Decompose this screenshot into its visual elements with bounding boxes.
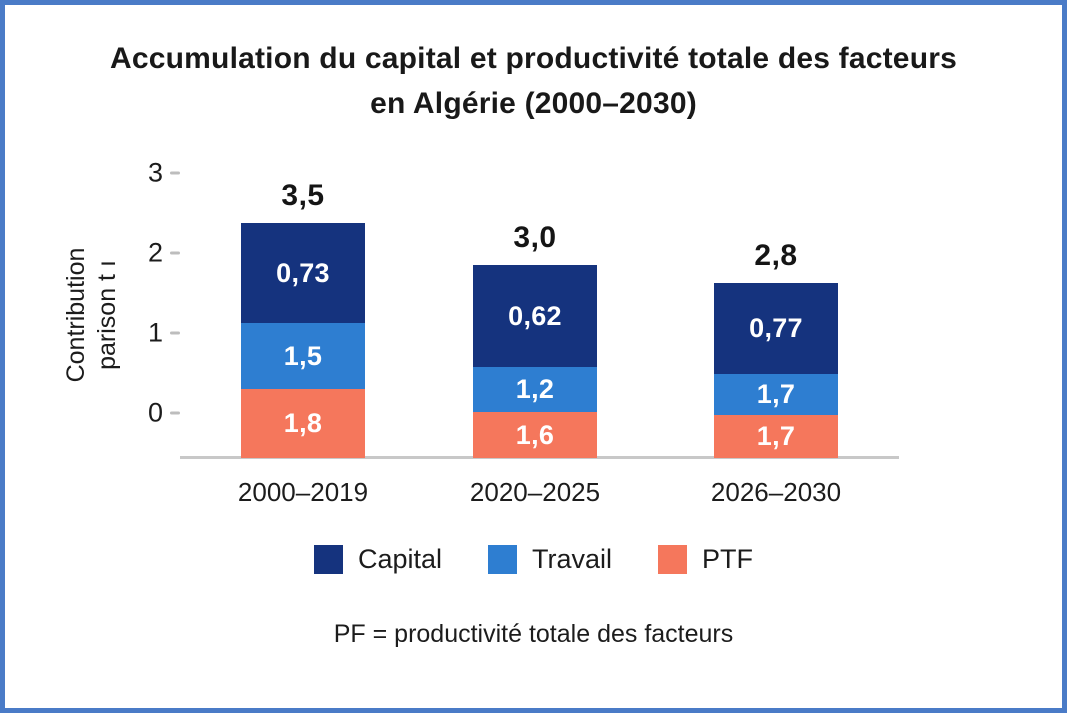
legend-label: Travail [532, 544, 613, 574]
legend-swatch-capital [313, 545, 343, 574]
chart-title-line2: en Algérie (2000–2030) [370, 87, 697, 120]
y-tick-mark [170, 251, 180, 255]
bar-segment-capital: 0,62 [473, 265, 597, 367]
bar-value-label: 1,5 [283, 340, 323, 371]
y-axis-title-line1: Contribution [62, 247, 90, 383]
bar-value-label: 0,77 [749, 313, 803, 343]
y-tick-label: 3 [147, 157, 163, 188]
bar-segment-ptf: 1,6 [473, 412, 597, 458]
legend-swatch-travail [488, 545, 518, 574]
bar-total-label: 3,5 [281, 179, 325, 212]
chart-title: Accumulation du capital et productivité … [0, 36, 1067, 126]
footnote: PF = productivité totale des facteurs [333, 620, 734, 648]
y-tick-mark [170, 411, 180, 415]
bar-segment-ptf: 1,7 [714, 415, 838, 458]
bar-total-label: 2,8 [754, 239, 798, 272]
legend-item: Capital [313, 544, 443, 575]
legend-item: Travail [488, 544, 612, 575]
bar-value-label: 1,6 [515, 419, 555, 450]
bar-value-label: 0,73 [276, 257, 330, 288]
legend: Capital Travail PTF [0, 544, 1067, 575]
legend-item: PTF [658, 544, 753, 575]
x-axis-category-label: 2000–2019 [237, 477, 369, 507]
x-axis-category-label: 2026–2030 [710, 477, 842, 507]
bar-total-label: 3,0 [513, 221, 557, 254]
bar-segment-capital: 0,73 [241, 223, 365, 323]
legend-swatch-ptf [658, 545, 688, 574]
bar-value-label: 1,7 [756, 421, 796, 451]
y-tick-label: 2 [147, 237, 163, 268]
bar-segment-ptf: 1,8 [241, 389, 365, 458]
y-tick-mark [170, 171, 180, 175]
y-axis-title: Contribution parison t ı [61, 200, 123, 430]
chart-title-line1: Accumulation du capital et productivité … [110, 42, 957, 75]
legend-label: PTF [702, 544, 754, 574]
bar-segment-travail: 1,7 [714, 374, 838, 415]
bar-value-label: 1,8 [283, 408, 323, 438]
y-axis-title-line2: parison t ı [93, 260, 121, 370]
bar-segment-capital: 0,77 [714, 283, 838, 374]
bar-value-label: 1,7 [756, 379, 796, 409]
bar-segment-travail: 1,2 [473, 367, 597, 412]
bar-value-label: 1,2 [515, 374, 555, 404]
y-tick-mark [170, 331, 180, 335]
bar-segment-travail: 1,5 [241, 323, 365, 389]
bar-value-label: 0,62 [508, 300, 562, 331]
y-tick-label: 1 [147, 317, 163, 348]
x-axis-category-label: 2020–2025 [469, 477, 601, 507]
legend-label: Capital [357, 544, 443, 574]
y-tick-label: 0 [147, 397, 163, 428]
